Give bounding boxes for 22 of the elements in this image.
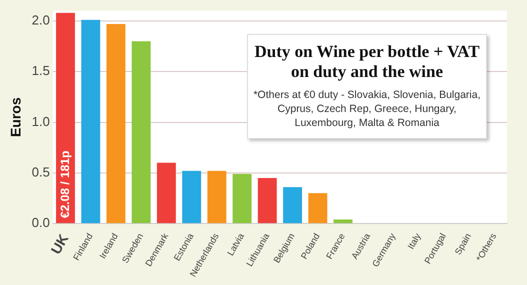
x-tick-label: UK — [47, 231, 72, 257]
y-tick-label: 1.0 — [32, 114, 50, 129]
bar — [81, 20, 100, 224]
bar — [334, 220, 352, 224]
data-label: €2.08 / 181p — [58, 150, 72, 218]
y-tick-label: 2.0 — [32, 12, 50, 28]
y-tick-label: 0.0 — [32, 215, 50, 230]
bar — [207, 170, 226, 224]
y-tick-label: 0.5 — [32, 164, 50, 180]
bar — [106, 24, 126, 224]
y-axis-title: Euros — [7, 97, 24, 138]
bar — [258, 178, 277, 224]
text: Duty on Wine per bottle + VAT on duty and the wine — [253, 42, 481, 82]
bar — [156, 162, 176, 224]
text: *Others at €0 duty - Slovakia, Slovenia, Bulgaria, Cyprus, Czech Rep, Greece, Hungary, Luxembourg, Malta & Romania — [252, 88, 482, 130]
bar — [182, 170, 202, 224]
bar — [56, 12, 75, 224]
bar — [132, 41, 151, 224]
bar — [232, 174, 252, 224]
y-tick-label: 1.5 — [32, 63, 50, 78]
bar — [308, 193, 328, 224]
bar — [283, 187, 302, 224]
